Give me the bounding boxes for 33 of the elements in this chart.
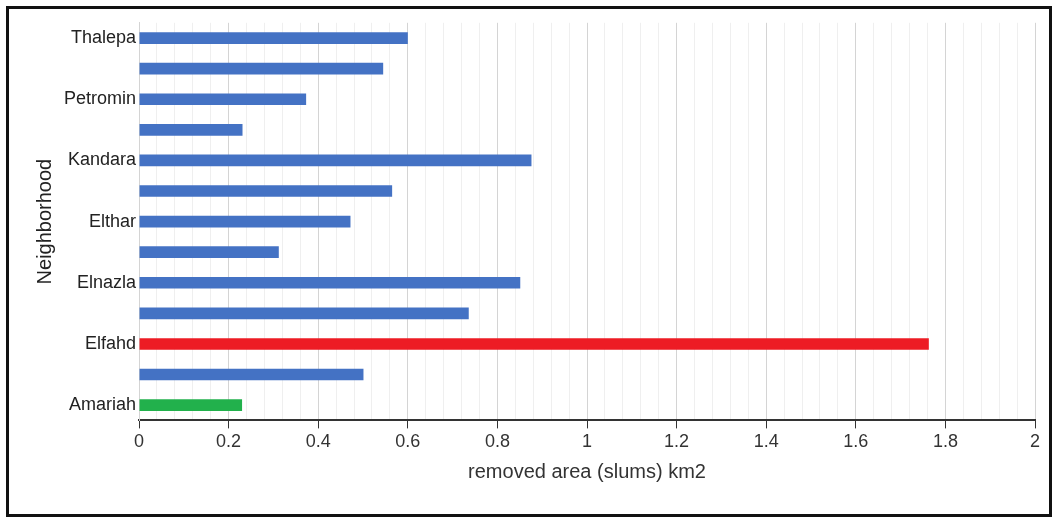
x-tick-label: 1	[582, 431, 593, 452]
bar	[139, 338, 929, 350]
bar	[139, 124, 243, 136]
x-tick-label: 1.6	[843, 431, 869, 452]
x-tick-label: 0.6	[395, 431, 421, 452]
y-tick-label: Thalepa	[70, 27, 137, 48]
bar	[139, 246, 279, 258]
bar	[139, 185, 393, 197]
bar	[139, 215, 351, 228]
y-tick-label: Kandara	[67, 149, 138, 170]
bar	[139, 399, 243, 411]
bar	[139, 32, 408, 44]
bar	[139, 368, 364, 381]
y-axis-title: Neighborhood	[32, 158, 55, 285]
x-tick-label: 1.8	[932, 431, 958, 452]
x-axis-title: removed area (slums) km2	[468, 459, 706, 482]
y-tick-label: Elfahd	[84, 332, 137, 353]
bar	[139, 93, 307, 106]
x-tick-label: 0.4	[305, 431, 331, 452]
bar	[139, 62, 384, 75]
x-tick-label: 0.2	[216, 431, 242, 452]
bar	[139, 154, 532, 167]
y-tick-label: Elnazla	[76, 271, 137, 292]
bar	[139, 307, 469, 320]
x-tick-label: 0	[134, 431, 145, 452]
y-tick-label: Petromin	[64, 88, 137, 109]
y-tick-label: Elthar	[89, 210, 137, 231]
x-tick-label: 2	[1029, 431, 1041, 452]
x-tick-label: 0.8	[484, 431, 510, 452]
x-tick-label: 1.4	[753, 431, 779, 452]
bar	[139, 276, 521, 289]
y-tick-label: Amariah	[69, 394, 137, 415]
x-tick-label: 1.2	[664, 431, 690, 452]
